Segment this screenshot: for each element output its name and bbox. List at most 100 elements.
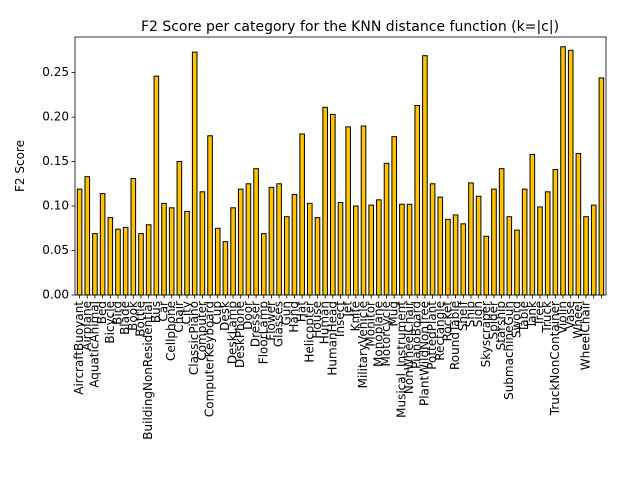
x-tick-label: HumanHead (325, 301, 339, 376)
x-tick-label: Blade (118, 301, 132, 335)
bar-Glasses (276, 183, 282, 296)
bar-Bottle (138, 233, 144, 296)
x-tick-label: Shelf (456, 300, 470, 331)
bar-City (184, 210, 190, 296)
x-tick-label: Glasses (272, 301, 286, 347)
bar-ClassicPiano (191, 51, 198, 296)
plot-area: AircraftBuoyantAirplaneAquaticAnimalBedB… (42, 36, 607, 440)
axes-frame (74, 36, 607, 296)
bar-Cup (214, 227, 221, 296)
x-tick-label: Bird (110, 301, 124, 325)
x-tick-label: Desk (218, 301, 232, 331)
bar-Human (322, 106, 328, 296)
x-tick-label: Rocket (440, 301, 454, 342)
bar-undefined (598, 77, 605, 296)
x-tick-label: Sign (471, 301, 485, 327)
x-tick-label: Skyscraper (479, 301, 493, 367)
bar-NonWheelChair (406, 203, 413, 296)
x-tick-label: BuildingNonResidential (141, 301, 155, 440)
bar-Desk (222, 241, 229, 296)
x-tick-label: Mug (387, 301, 401, 327)
x-tick-label: Dresser (249, 301, 263, 347)
bar-DeskPhone (237, 188, 244, 296)
x-tick-label: Car (157, 301, 171, 322)
bar-TruckNonContainer (552, 169, 559, 296)
bar-Hat (299, 133, 305, 296)
bar-Car (161, 202, 167, 296)
bar-Starship (498, 168, 505, 296)
bar-Mug (391, 136, 398, 296)
x-tick-label: House (310, 301, 324, 339)
x-tick-label: Spider (486, 301, 500, 340)
bar-Monitor (368, 204, 374, 296)
x-tick-label: Motorcycle (379, 301, 393, 366)
bar-DeskLamp (230, 207, 236, 296)
y-tick-label: 0.05 (42, 243, 69, 257)
x-tick-label: Jet (341, 301, 355, 318)
bar-Knife (353, 205, 359, 296)
bar-Helicopter (307, 202, 313, 296)
x-tick-label: Vase (563, 301, 577, 329)
bar-Wheel (575, 153, 582, 296)
y-tick-label: 0.15 (42, 154, 69, 168)
x-tick-label: Cup (210, 301, 224, 325)
bar-Flower (268, 186, 275, 296)
x-tick-label: Computer (195, 301, 209, 361)
bar-Motorcycle (383, 162, 390, 296)
bar-Computer (199, 191, 206, 296)
x-tick-label: Tree (533, 301, 547, 327)
bar-Bus (153, 75, 160, 296)
x-tick-label: Hat (295, 301, 309, 322)
bar-Jet (345, 126, 351, 296)
x-tick-label: DeskPhone (233, 301, 247, 368)
bar-SubmachineGun (506, 216, 513, 296)
bar-FloorLamp (260, 233, 267, 296)
x-tick-label: Musical_Instrument (394, 301, 408, 418)
bar-Bird (115, 228, 121, 296)
bar-RoundTable (452, 214, 459, 296)
x-tick-label: Book (126, 301, 140, 331)
bar-Tank (529, 153, 536, 296)
x-tick-label: Monitor (364, 301, 378, 347)
x-tick-label: Helicopter (302, 301, 316, 363)
x-tick-label: Insect (333, 301, 347, 337)
bar-Hand (291, 193, 298, 296)
bar-PlantWildNonTree (422, 55, 428, 296)
x-tick-label: PlantWildNonTree (417, 301, 431, 406)
x-tick-label: Tank (525, 301, 539, 329)
bar-Table (521, 188, 528, 296)
bar-Spider (491, 188, 497, 296)
x-tick-label: TruckNonContainer (548, 301, 562, 416)
x-tick-label: Truck (540, 301, 554, 334)
bar-Monoplane (376, 199, 382, 296)
bar-House (314, 217, 321, 296)
x-tick-label: PottedPlant (425, 301, 439, 370)
bar-BuildingNonResidential (145, 224, 152, 296)
x-tick-label: Wheel (571, 301, 585, 339)
bar-Truck (544, 191, 551, 296)
bar-Bicycle (107, 217, 114, 296)
y-tick-label: 0.10 (42, 199, 69, 213)
x-tick-label: PianoBoard (410, 301, 424, 369)
x-tick-label: MilitaryVehicle (356, 301, 370, 388)
bar-Insect (337, 201, 344, 296)
bar-Gun (283, 216, 290, 296)
bar-ComputerKeyboard (207, 135, 213, 296)
x-tick-label: Bed (95, 301, 109, 324)
bar-Ship (468, 182, 474, 296)
bar-Rocket (445, 218, 451, 296)
x-tick-label: Sword (509, 301, 523, 338)
bar-PottedPlant (429, 183, 436, 296)
x-tick-label: Bottle (133, 301, 147, 337)
chart-title: F2 Score per category for the KNN distan… (141, 19, 559, 35)
bar-Sword (514, 229, 520, 296)
bar-Skyscraper (483, 235, 490, 296)
y-tick-label: 0.00 (42, 288, 69, 302)
bar-HumanHead (330, 113, 336, 296)
bar-Chair (176, 161, 183, 296)
x-tick-label: AircraftBuoyant (72, 301, 86, 395)
x-tick-label: Gun (279, 301, 293, 326)
bar-Cellphone (168, 207, 175, 296)
bar-Book (130, 177, 137, 296)
